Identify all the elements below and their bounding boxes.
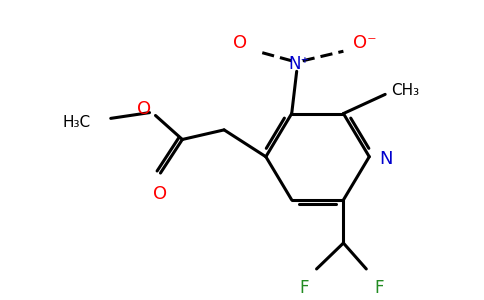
Text: N: N	[379, 150, 393, 168]
Text: O: O	[233, 34, 247, 52]
Text: O⁻: O⁻	[353, 34, 377, 52]
Text: CH₃: CH₃	[391, 83, 419, 98]
Text: N⁺: N⁺	[288, 55, 309, 73]
Text: O: O	[137, 100, 151, 118]
Text: O: O	[153, 184, 167, 202]
Text: F: F	[299, 278, 309, 296]
Text: F: F	[374, 278, 384, 296]
Text: H₃C: H₃C	[63, 115, 91, 130]
